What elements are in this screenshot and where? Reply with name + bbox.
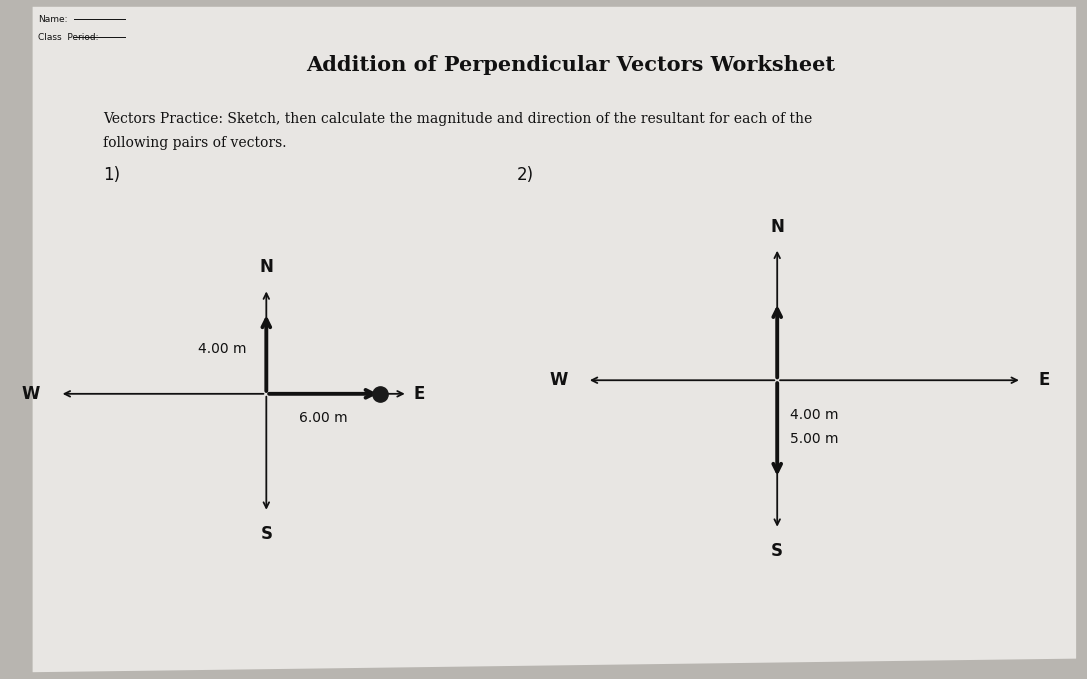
Text: 5.00 m: 5.00 m [790, 433, 839, 446]
Text: S: S [260, 525, 273, 543]
Text: W: W [22, 385, 40, 403]
Text: Addition of Perpendicular Vectors Worksheet: Addition of Perpendicular Vectors Worksh… [307, 54, 835, 75]
Text: E: E [1038, 371, 1049, 389]
Text: S: S [771, 542, 784, 560]
Text: Vectors Practice: Sketch, then calculate the magnitude and direction of the resu: Vectors Practice: Sketch, then calculate… [103, 112, 812, 126]
Text: N: N [771, 217, 784, 236]
Text: 4.00 m: 4.00 m [198, 342, 247, 356]
Text: 2): 2) [516, 166, 534, 185]
Polygon shape [33, 7, 1076, 672]
Text: W: W [549, 371, 567, 389]
Text: 4.00 m: 4.00 m [790, 408, 839, 422]
Text: Name:: Name: [38, 15, 67, 24]
Text: following pairs of vectors.: following pairs of vectors. [103, 136, 287, 150]
Text: Class  Period:: Class Period: [38, 33, 99, 41]
Text: E: E [413, 385, 424, 403]
Text: N: N [260, 258, 273, 276]
Text: 6.00 m: 6.00 m [299, 411, 348, 425]
Text: 1): 1) [103, 166, 121, 185]
